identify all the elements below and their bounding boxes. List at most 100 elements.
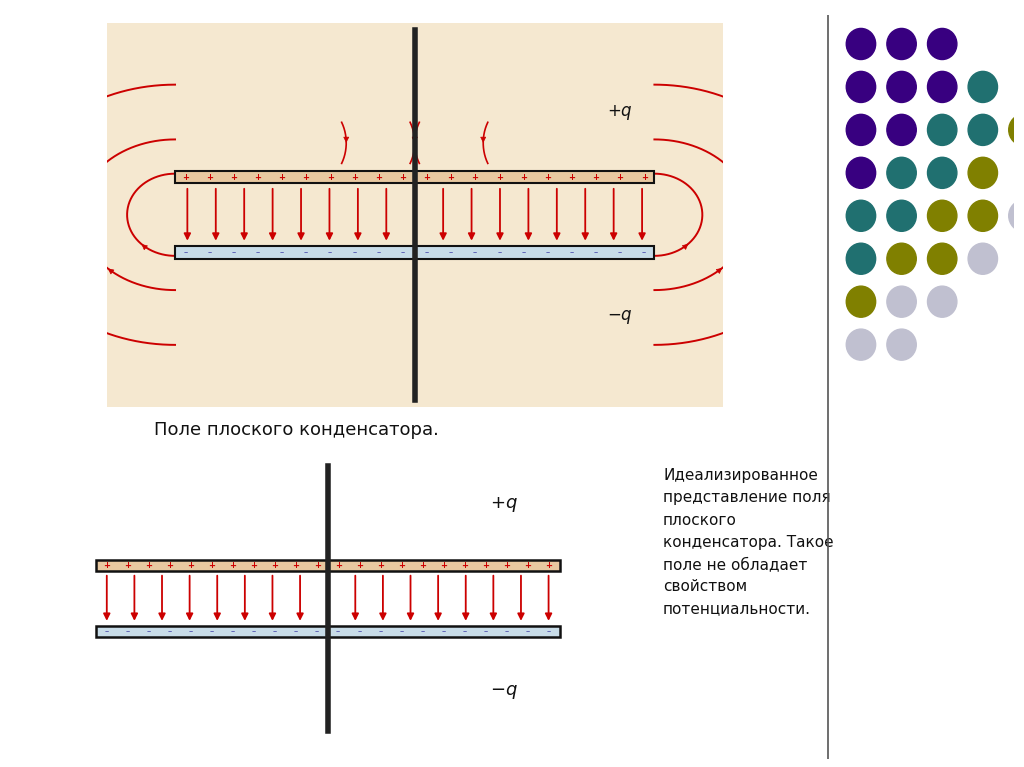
- Text: +: +: [124, 561, 131, 570]
- Circle shape: [887, 243, 916, 275]
- Circle shape: [928, 71, 956, 103]
- Circle shape: [928, 157, 956, 189]
- Text: –: –: [525, 627, 529, 636]
- Text: +: +: [327, 173, 334, 182]
- Circle shape: [887, 329, 916, 360]
- Text: –: –: [462, 627, 467, 636]
- Circle shape: [887, 157, 916, 189]
- Text: +: +: [616, 173, 624, 182]
- Text: –: –: [569, 248, 573, 257]
- Text: –: –: [207, 248, 212, 257]
- Text: +: +: [279, 173, 286, 182]
- Text: –: –: [425, 248, 429, 257]
- Bar: [175, 246, 654, 258]
- Text: +: +: [397, 561, 404, 570]
- Text: $+q$: $+q$: [490, 495, 518, 514]
- Text: +: +: [440, 561, 446, 570]
- Text: –: –: [483, 627, 487, 636]
- Text: –: –: [230, 627, 236, 636]
- Text: +: +: [293, 561, 300, 570]
- Text: –: –: [294, 627, 298, 636]
- Circle shape: [968, 200, 997, 232]
- Text: Поле плоского конденсатора.: Поле плоского конденсатора.: [154, 420, 439, 439]
- Bar: [175, 171, 654, 183]
- Text: –: –: [104, 627, 109, 636]
- Text: +: +: [461, 561, 468, 570]
- Text: –: –: [399, 627, 403, 636]
- Circle shape: [968, 243, 997, 275]
- Text: –: –: [420, 627, 425, 636]
- Text: +: +: [271, 561, 279, 570]
- Text: –: –: [449, 248, 453, 257]
- Circle shape: [846, 200, 876, 232]
- Text: –: –: [315, 627, 319, 636]
- Text: Идеализированное
представление поля
плоского
конденсатора. Такое
поле не обладае: Идеализированное представление поля плос…: [664, 468, 834, 617]
- Text: +: +: [375, 173, 382, 182]
- Circle shape: [846, 157, 876, 189]
- Text: +: +: [230, 173, 238, 182]
- Circle shape: [1009, 114, 1024, 146]
- Text: –: –: [280, 248, 284, 257]
- Text: +: +: [166, 561, 173, 570]
- Text: –: –: [547, 627, 551, 636]
- Text: –: –: [377, 248, 381, 257]
- Text: +: +: [524, 561, 531, 570]
- Text: +: +: [399, 173, 407, 182]
- Text: –: –: [521, 248, 525, 257]
- Text: +: +: [447, 173, 455, 182]
- Text: +: +: [182, 173, 188, 182]
- Circle shape: [968, 71, 997, 103]
- Circle shape: [968, 114, 997, 146]
- Text: –: –: [594, 248, 598, 257]
- Circle shape: [928, 286, 956, 318]
- Text: +: +: [419, 561, 426, 570]
- Text: –: –: [441, 627, 445, 636]
- Text: +: +: [544, 173, 551, 182]
- Text: +: +: [568, 173, 575, 182]
- Text: +: +: [496, 173, 503, 182]
- Circle shape: [928, 114, 956, 146]
- Circle shape: [846, 286, 876, 318]
- Circle shape: [928, 200, 956, 232]
- Text: +: +: [520, 173, 527, 182]
- Circle shape: [928, 28, 956, 60]
- Text: –: –: [400, 248, 404, 257]
- Text: –: –: [188, 627, 194, 636]
- Text: –: –: [256, 248, 260, 257]
- Circle shape: [887, 200, 916, 232]
- Circle shape: [846, 243, 876, 275]
- Text: –: –: [352, 248, 356, 257]
- Circle shape: [887, 71, 916, 103]
- Circle shape: [846, 28, 876, 60]
- Text: +: +: [472, 173, 478, 182]
- Text: +: +: [335, 561, 342, 570]
- Text: –: –: [168, 627, 172, 636]
- Text: +: +: [423, 173, 430, 182]
- Circle shape: [846, 114, 876, 146]
- Circle shape: [887, 28, 916, 60]
- Text: –: –: [183, 248, 187, 257]
- Text: +: +: [209, 561, 215, 570]
- Text: –: –: [328, 248, 333, 257]
- Text: +: +: [503, 561, 510, 570]
- Text: –: –: [473, 248, 477, 257]
- Text: –: –: [231, 248, 236, 257]
- Text: –: –: [642, 248, 646, 257]
- Text: +: +: [229, 561, 237, 570]
- Circle shape: [1009, 200, 1024, 232]
- Circle shape: [928, 243, 956, 275]
- Text: –: –: [210, 627, 214, 636]
- Text: +: +: [145, 561, 153, 570]
- Text: –: –: [304, 248, 308, 257]
- Text: +: +: [355, 561, 362, 570]
- Text: +: +: [251, 561, 258, 570]
- Text: +: +: [103, 561, 111, 570]
- Text: +: +: [351, 173, 357, 182]
- Text: –: –: [273, 627, 278, 636]
- Text: +: +: [592, 173, 599, 182]
- Text: +: +: [206, 173, 213, 182]
- Circle shape: [846, 71, 876, 103]
- Text: +: +: [254, 173, 261, 182]
- Text: –: –: [357, 627, 361, 636]
- Circle shape: [887, 286, 916, 318]
